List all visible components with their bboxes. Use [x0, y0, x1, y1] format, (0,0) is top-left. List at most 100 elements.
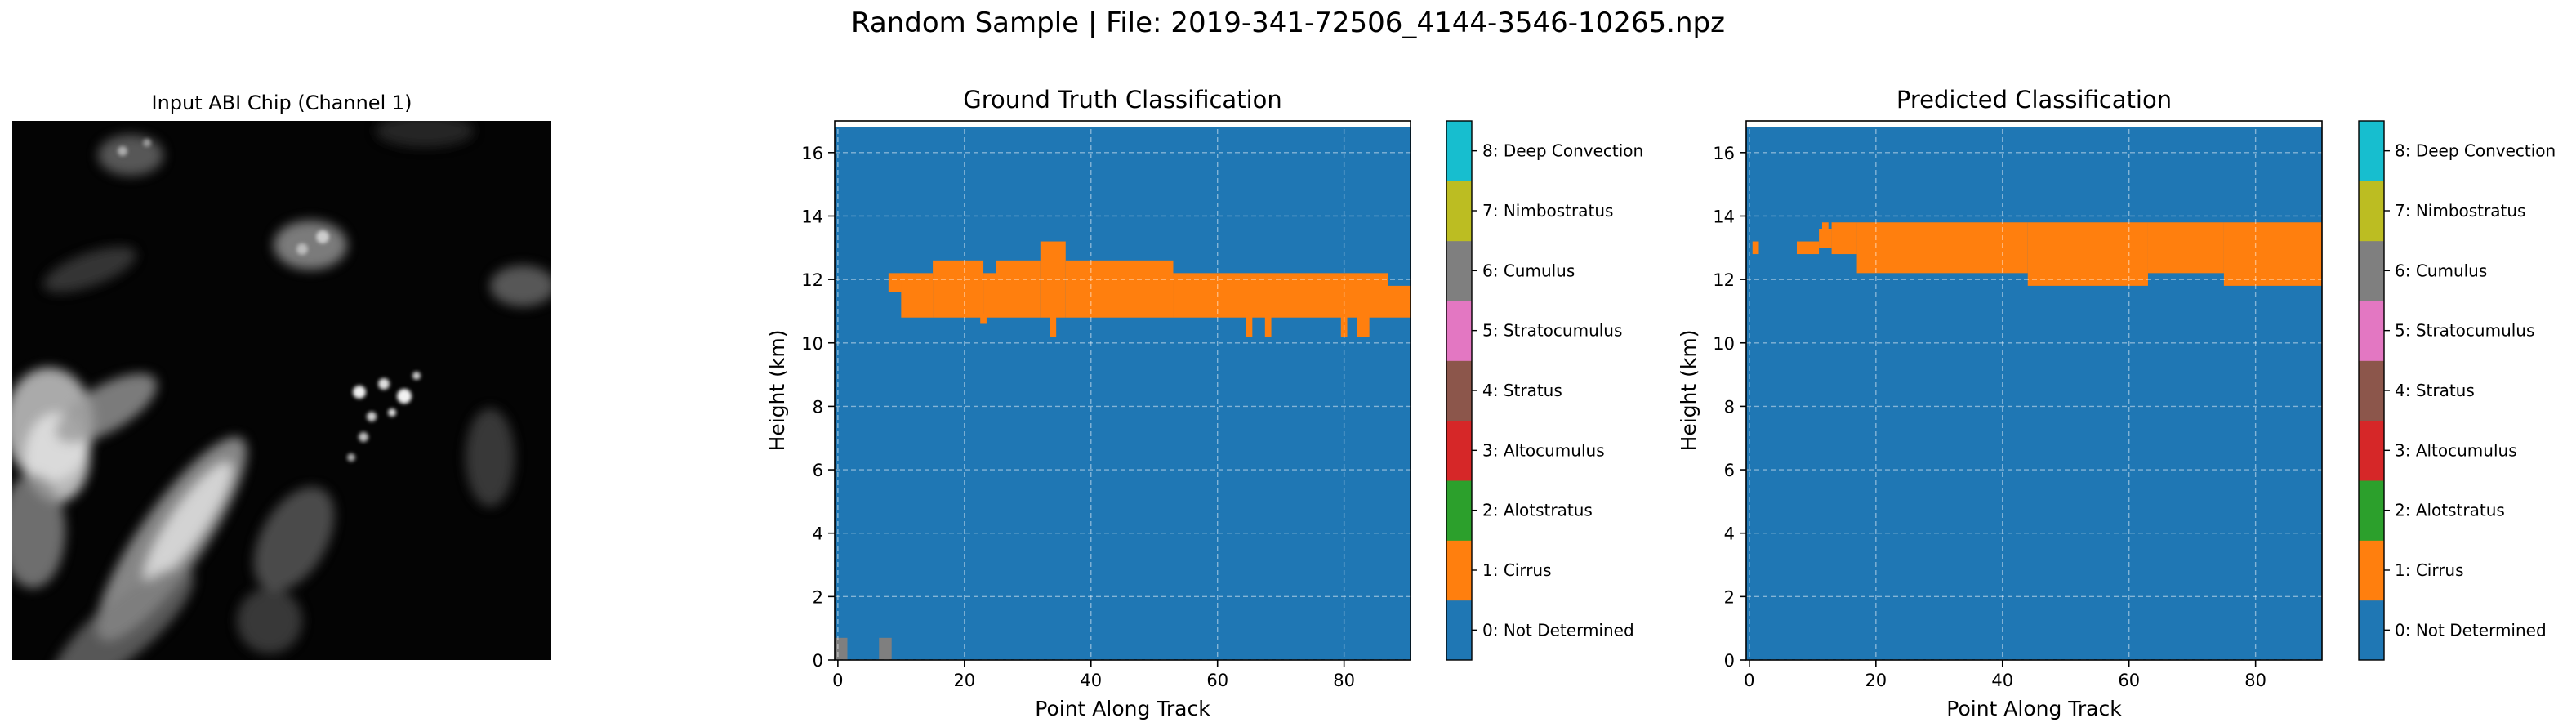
- heatmap-cell-class-6: [879, 637, 892, 660]
- y-tick-label: 8: [1724, 397, 1735, 417]
- x-tick-label: 0: [1744, 671, 1754, 690]
- y-tick-label: 14: [801, 207, 823, 226]
- colorbar-label: 6: Cumulus: [1482, 261, 1575, 280]
- y-tick-label: 6: [1724, 461, 1735, 480]
- colorbar-label: 8: Deep Convection: [1482, 141, 1643, 161]
- colorbar-label: 5: Stratocumulus: [1482, 321, 1622, 341]
- heatmap-cell-class-1: [1357, 314, 1370, 337]
- x-tick-label: 60: [2118, 671, 2140, 690]
- colorbar-label: 4: Stratus: [1482, 381, 1562, 400]
- y-tick-label: 12: [1713, 270, 1735, 290]
- axes-frame: [834, 120, 1411, 661]
- heatmap-cell-class-1: [1246, 314, 1253, 337]
- y-tick-label: 12: [801, 270, 823, 290]
- x-tick-label: 40: [1991, 671, 2013, 690]
- colorbar-swatch: [1446, 420, 1472, 481]
- heatmap-cell-class-1: [996, 260, 1041, 318]
- heatmap-cell-class-1: [1819, 229, 1832, 248]
- y-tick-label: 16: [1713, 144, 1735, 163]
- heatmap-background: [835, 127, 1411, 660]
- colorbar-swatch: [1446, 301, 1472, 361]
- colorbar-swatch: [2359, 600, 2384, 661]
- colorbar-label: 3: Altocumulus: [1482, 440, 1605, 460]
- heatmap-cell-class-6: [835, 637, 848, 660]
- x-tick-label: 60: [1206, 671, 1228, 690]
- y-tick-label: 14: [1713, 207, 1735, 226]
- ground-truth-panel: 0 20 40 60 80 0 2 4 6 8 10 12 14 16 Ground Truth Class…: [765, 86, 1643, 720]
- colorbar-swatch: [2359, 360, 2384, 421]
- colorbar-label: 6: Cumulus: [2395, 261, 2487, 280]
- heatmap-cell-class-1: [901, 273, 934, 318]
- heatmap-cell-class-1: [1050, 314, 1057, 337]
- heatmap-cell-class-1: [1340, 314, 1348, 337]
- y-tick-label: 2: [1724, 587, 1735, 607]
- heatmap-cell-class-1: [1821, 222, 1829, 229]
- colorbar-label: 0: Not Determined: [2395, 620, 2547, 640]
- heatmap-cell-class-1: [1040, 241, 1066, 318]
- x-tick-label: 80: [1333, 671, 1355, 690]
- heatmap-cell-class-1: [980, 314, 987, 324]
- colorbar: 0: Not Determined 1: Cirrus 2: Alotstratus…: [2358, 120, 2556, 661]
- heatmap-cell-class-1: [1065, 260, 1174, 318]
- heatmap-cell-class-1: [1831, 222, 1857, 255]
- colorbar-swatch: [1446, 121, 1472, 181]
- x-tick-label: 0: [832, 671, 843, 690]
- colorbar-label: 2: Alotstratus: [2395, 501, 2505, 520]
- colorbar-label: 8: Deep Convection: [2395, 141, 2556, 161]
- x-axis-label: Point Along Track: [1035, 697, 1210, 720]
- y-tick-label: 10: [801, 334, 823, 354]
- colorbar-label: 3: Altocumulus: [2395, 440, 2517, 460]
- x-tick-label: 20: [953, 671, 975, 690]
- input-chip-title: Input ABI Chip (Channel 1): [151, 91, 412, 114]
- heatmap-cell-class-1: [1752, 241, 1759, 255]
- heatmap-cell-class-1: [2147, 222, 2224, 274]
- heatmap-cell-class-1: [1264, 314, 1272, 337]
- x-tick-label: 40: [1080, 671, 1102, 690]
- colorbar-swatch: [2359, 480, 2384, 541]
- colorbar: 0: Not Determined 1: Cirrus 2: Alotstratus…: [1446, 120, 1643, 661]
- y-axis-label: Height (km): [1677, 330, 1700, 452]
- y-tick-label: 10: [1713, 334, 1735, 354]
- colorbar-swatch: [2359, 540, 2384, 601]
- colorbar-frame: [2358, 120, 2385, 661]
- colorbar-swatch: [2359, 181, 2384, 242]
- x-tick-label: 80: [2244, 671, 2266, 690]
- chart-title: Ground Truth Classification: [963, 86, 1282, 114]
- y-tick-label: 0: [1724, 651, 1735, 671]
- colorbar-label: 7: Nimbostratus: [1482, 201, 1613, 221]
- colorbar-swatch: [1446, 600, 1472, 661]
- chart-title: Predicted Classification: [1896, 86, 2172, 114]
- colorbar-label: 4: Stratus: [2395, 381, 2475, 400]
- colorbar-label: 0: Not Determined: [1482, 620, 1634, 640]
- heatmap-cell-class-1: [2223, 222, 2322, 286]
- y-tick-label: 4: [1724, 524, 1735, 544]
- heatmap-cell-class-1: [1856, 222, 2028, 274]
- heatmap-background: [1746, 127, 2322, 660]
- y-axis-label: Height (km): [765, 330, 789, 452]
- heatmap-cell-class-1: [2027, 222, 2148, 286]
- heatmap-cell-class-1: [1173, 273, 1388, 318]
- predicted-panel: 0 20 40 60 80 0 2 4 6 8 10 12 14 16 Predicted Classifi…: [1677, 86, 2556, 720]
- y-tick-label: 0: [813, 651, 823, 671]
- colorbar-swatch: [2359, 301, 2384, 361]
- colorbar-swatch: [1446, 540, 1472, 601]
- x-tick-label: 20: [1865, 671, 1887, 690]
- y-tick-label: 8: [813, 397, 823, 417]
- colorbar-frame: [1446, 120, 1473, 661]
- colorbar-swatch: [2359, 420, 2384, 481]
- colorbar-swatch: [1446, 181, 1472, 242]
- colorbar-label: 1: Cirrus: [2395, 560, 2464, 580]
- colorbar-label: 1: Cirrus: [1482, 560, 1552, 580]
- colorbar-label: 5: Stratocumulus: [2395, 321, 2534, 341]
- heatmap-cell-class-1: [983, 273, 996, 318]
- heatmap-cell-class-1: [933, 260, 984, 318]
- axes-frame: [1745, 120, 2323, 661]
- figure-suptitle: Random Sample | File: 2019-341-72506_414…: [851, 7, 1725, 39]
- input-abi-chip-image: [12, 121, 551, 660]
- colorbar-label: 2: Alotstratus: [1482, 501, 1593, 520]
- colorbar-swatch: [2359, 121, 2384, 181]
- y-tick-label: 16: [801, 144, 823, 163]
- y-tick-label: 4: [813, 524, 823, 544]
- x-axis-label: Point Along Track: [1946, 697, 2122, 720]
